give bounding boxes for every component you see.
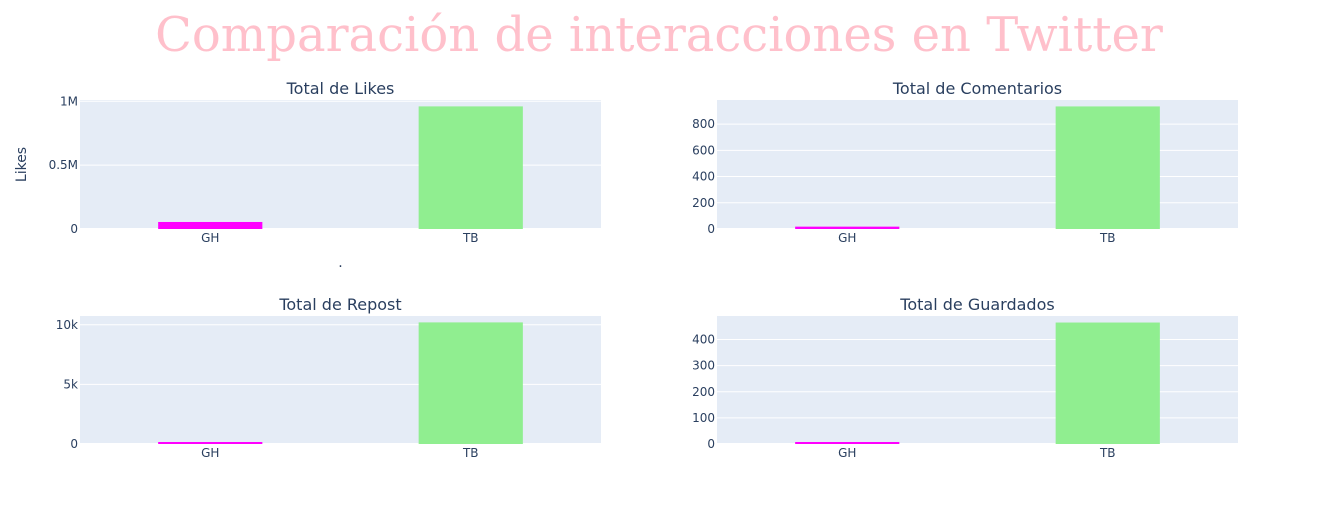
bar-tb <box>1055 106 1160 229</box>
x-tick-label: TB <box>462 231 479 245</box>
bar-tb <box>418 322 523 444</box>
y-tick-label: 0 <box>70 222 78 236</box>
x-tick-label: GH <box>201 446 219 460</box>
x-tick-label: TB <box>1099 231 1116 245</box>
y-tick-label: 5k <box>63 377 78 391</box>
y-tick-label: 0.5M <box>49 158 78 172</box>
y-tick-label: 600 <box>692 143 715 157</box>
x-tick-label: GH <box>838 446 856 460</box>
x-tick-label: GH <box>838 231 856 245</box>
x-tick-label: TB <box>462 446 479 460</box>
y-tick-label: 200 <box>692 385 715 399</box>
subplot-title: Total de Comentarios <box>892 79 1062 98</box>
subplot-title: Total de Guardados <box>899 295 1054 314</box>
bar-gh <box>158 442 263 444</box>
y-tick-label: 300 <box>692 359 715 373</box>
y-tick-label: 400 <box>692 333 715 347</box>
y-tick-label: 1M <box>60 94 78 108</box>
subplot-1: 0 0.5M 1M GH TB Total de Likes Likes. <box>14 79 601 271</box>
subplot-title: Total de Likes <box>286 79 395 98</box>
y-tick-label: 100 <box>692 411 715 425</box>
bar-tb <box>418 106 523 229</box>
subplot-4: 0 100 200 300 400 GH TB Total de Guardados <box>692 295 1238 460</box>
y-tick-label: 0 <box>707 437 715 451</box>
main-title: Comparación de interacciones en Twitter <box>155 7 1163 63</box>
x-tick-label: GH <box>201 231 219 245</box>
bar-gh <box>795 226 900 229</box>
subplot-title: Total de Repost <box>278 295 401 314</box>
y-tick-label: 200 <box>692 196 715 210</box>
y-axis-title: Likes <box>14 147 30 182</box>
y-tick-label: 400 <box>692 170 715 184</box>
subplot-2: 0 200 400 600 800 GH TB Total de Comentarios <box>692 79 1238 245</box>
bar-gh <box>158 221 263 229</box>
y-tick-label: 800 <box>692 117 715 131</box>
x-axis-title: . <box>338 255 342 271</box>
bar-gh <box>795 442 900 444</box>
x-tick-label: TB <box>1099 446 1116 460</box>
subplots: 0 0.5M 1M GH TB Total de Likes Likes. 0 200 400 60… <box>14 79 1238 460</box>
y-tick-label: 0 <box>70 437 78 451</box>
bar-tb <box>1055 322 1160 444</box>
y-tick-label: 10k <box>56 318 78 332</box>
subplot-3: 0 5k 10k GH TB Total de Repost <box>56 295 601 460</box>
y-tick-label: 0 <box>707 222 715 236</box>
